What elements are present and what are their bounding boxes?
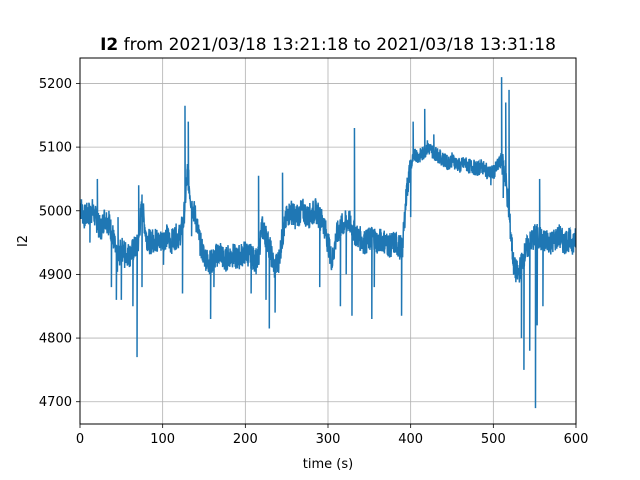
- x-tick-label: 500: [481, 432, 506, 447]
- y-tick-label: 4800: [39, 332, 72, 347]
- series-path: [80, 77, 576, 409]
- chart-title-bold: I2: [100, 35, 118, 55]
- x-axis-label: time (s): [303, 457, 353, 472]
- y-tick-label: 4900: [39, 268, 72, 283]
- y-tick-label: 5100: [39, 141, 72, 156]
- y-axis-label: I2: [16, 235, 31, 247]
- chart-title: I2 from 2021/03/18 13:21:18 to 2021/03/1…: [100, 35, 556, 55]
- x-tick-label: 100: [150, 432, 175, 447]
- y-tick-label: 5000: [39, 204, 72, 219]
- grid: [79, 58, 577, 424]
- y-tick-label: 4700: [39, 395, 72, 410]
- x-tick-label: 600: [564, 432, 589, 447]
- x-tick-label: 0: [76, 432, 84, 447]
- y-tick-label: 5200: [39, 77, 72, 92]
- series-line: [80, 77, 576, 409]
- x-tick-label: 200: [233, 432, 258, 447]
- chart-title-rest: from 2021/03/18 13:21:18 to 2021/03/18 1…: [118, 35, 556, 55]
- ticks: 0 100 200 300 400 500 600 4700 4800 4900 5000 5100 5…: [39, 77, 589, 447]
- x-tick-label: 400: [398, 432, 423, 447]
- x-tick-label: 300: [316, 432, 341, 447]
